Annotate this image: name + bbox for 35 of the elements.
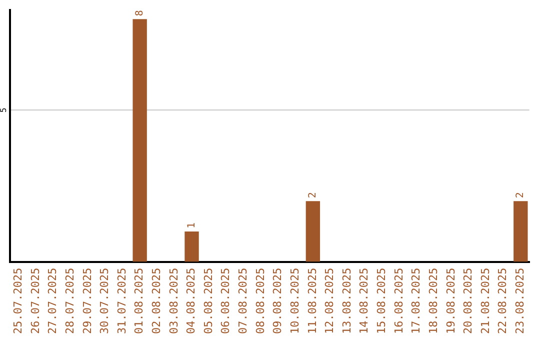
- x-tick-label: 28.07.2025: [63, 268, 76, 334]
- x-tick-label: 05.08.2025: [202, 268, 215, 334]
- x-tick-label: 11.08.2025: [306, 268, 319, 334]
- x-tick-label: 13.08.2025: [340, 268, 354, 334]
- x-tick-label: 08.08.2025: [254, 268, 267, 334]
- y-tick-label: 5: [0, 108, 8, 113]
- x-tick-label: 22.08.2025: [496, 268, 510, 334]
- x-tick-label: 18.08.2025: [426, 268, 440, 334]
- x-tick-label: 14.08.2025: [358, 268, 371, 334]
- x-tick-label: 29.07.2025: [80, 268, 94, 334]
- x-tick-label: 02.08.2025: [150, 268, 163, 334]
- x-tick-label: 21.08.2025: [478, 268, 492, 334]
- x-tick-label: 23.08.2025: [514, 268, 527, 334]
- x-tick-label: 12.08.2025: [323, 268, 336, 334]
- x-tick-label: 17.08.2025: [410, 268, 423, 334]
- x-tick-label: 30.07.2025: [98, 268, 112, 334]
- data-label: 1: [186, 222, 198, 228]
- x-tick-label: 07.08.2025: [236, 268, 250, 334]
- x-tick-label: 26.07.2025: [28, 268, 42, 334]
- x-tick-label: 16.08.2025: [392, 268, 406, 334]
- x-tick-label: 20.08.2025: [462, 268, 475, 334]
- x-tick-label: 09.08.2025: [271, 268, 284, 334]
- x-tick-label: 04.08.2025: [184, 268, 198, 334]
- x-tick-label: 19.08.2025: [444, 268, 458, 334]
- data-label: 2: [308, 192, 319, 198]
- x-tick-label: 31.07.2025: [115, 268, 128, 334]
- data-label: 2: [515, 192, 526, 198]
- data-label: 8: [134, 10, 146, 16]
- x-tick-label: 06.08.2025: [219, 268, 232, 334]
- x-tick-label: 15.08.2025: [375, 268, 388, 334]
- x-tick-label: 10.08.2025: [288, 268, 302, 334]
- x-tick-label: 01.08.2025: [132, 268, 146, 334]
- x-tick-label: 03.08.2025: [167, 268, 180, 334]
- x-tick-label: 25.07.2025: [12, 268, 25, 334]
- x-tick-label: 27.07.2025: [46, 268, 60, 334]
